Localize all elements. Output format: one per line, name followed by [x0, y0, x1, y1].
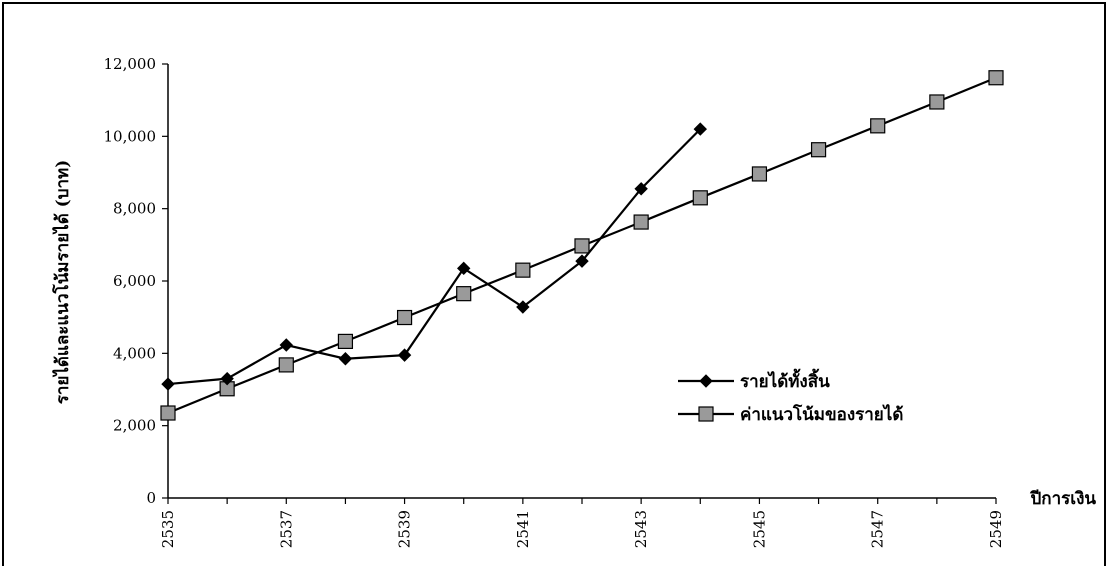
data-point	[397, 348, 412, 362]
data-point	[278, 357, 294, 373]
data-point	[338, 352, 353, 366]
data-point	[220, 371, 234, 386]
data-point	[279, 338, 293, 352]
legend-item: รายได้ทั้งสิ้น	[678, 368, 830, 392]
y-tick-label: 2,000	[113, 417, 156, 435]
data-point	[574, 238, 590, 254]
data-point	[396, 309, 413, 326]
x-tick-label: 2543	[632, 510, 650, 548]
data-point	[634, 182, 648, 196]
data-point	[161, 377, 175, 391]
y-axis-title: รายได้และแนวโน้มรายได้ (บาท)	[52, 160, 73, 405]
series-total-income	[161, 122, 707, 391]
data-point	[693, 122, 707, 136]
series-income-trend	[160, 70, 1004, 421]
x-axis: 2535 2537 2539 2541 2543 2545 2547 2549	[159, 497, 1005, 548]
x-tick-label: 2537	[277, 510, 295, 548]
y-tick-label: 4,000	[113, 344, 156, 362]
x-tick-label: 2547	[869, 510, 887, 548]
x-axis-title: ปีการเงิน	[1030, 488, 1097, 509]
data-point	[457, 261, 471, 276]
data-point	[515, 262, 531, 278]
x-tick-label: 2545	[750, 510, 768, 548]
data-point	[633, 214, 649, 230]
data-point	[337, 333, 354, 349]
x-tick-label: 2539	[396, 510, 414, 548]
data-point	[870, 118, 886, 134]
x-tick-label: 2541	[514, 510, 532, 548]
data-point	[160, 405, 176, 421]
y-axis: 0 2,000 4,000 6,000 8,000 10,000 12,000	[104, 55, 169, 507]
y-tick-label: 6,000	[113, 272, 156, 290]
x-tick-label: 2549	[987, 510, 1005, 548]
y-tick-label: 12,000	[104, 55, 157, 73]
data-point	[692, 190, 708, 206]
data-point	[751, 166, 768, 182]
x-tick-label: 2535	[159, 510, 177, 548]
y-tick-label: 10,000	[104, 127, 157, 145]
legend: รายได้ทั้งสิ้นค่าแนวโน้มของรายได้	[678, 368, 903, 425]
data-point	[456, 286, 472, 302]
data-point	[575, 254, 589, 268]
series-layer	[160, 70, 1004, 421]
data-point	[929, 94, 945, 110]
legend-label: รายได้ทั้งสิ้น	[740, 368, 830, 392]
legend-item: ค่าแนวโน้มของรายได้	[678, 404, 903, 425]
diamond-marker-icon	[699, 374, 713, 388]
data-point	[516, 300, 530, 314]
y-tick-label: 0	[146, 489, 156, 507]
legend-label: ค่าแนวโน้มของรายได้	[740, 404, 903, 425]
data-point	[810, 142, 827, 158]
y-tick-label: 8,000	[113, 200, 156, 218]
data-point	[988, 70, 1004, 86]
square-marker-icon	[698, 406, 714, 422]
series-line	[167, 128, 702, 386]
